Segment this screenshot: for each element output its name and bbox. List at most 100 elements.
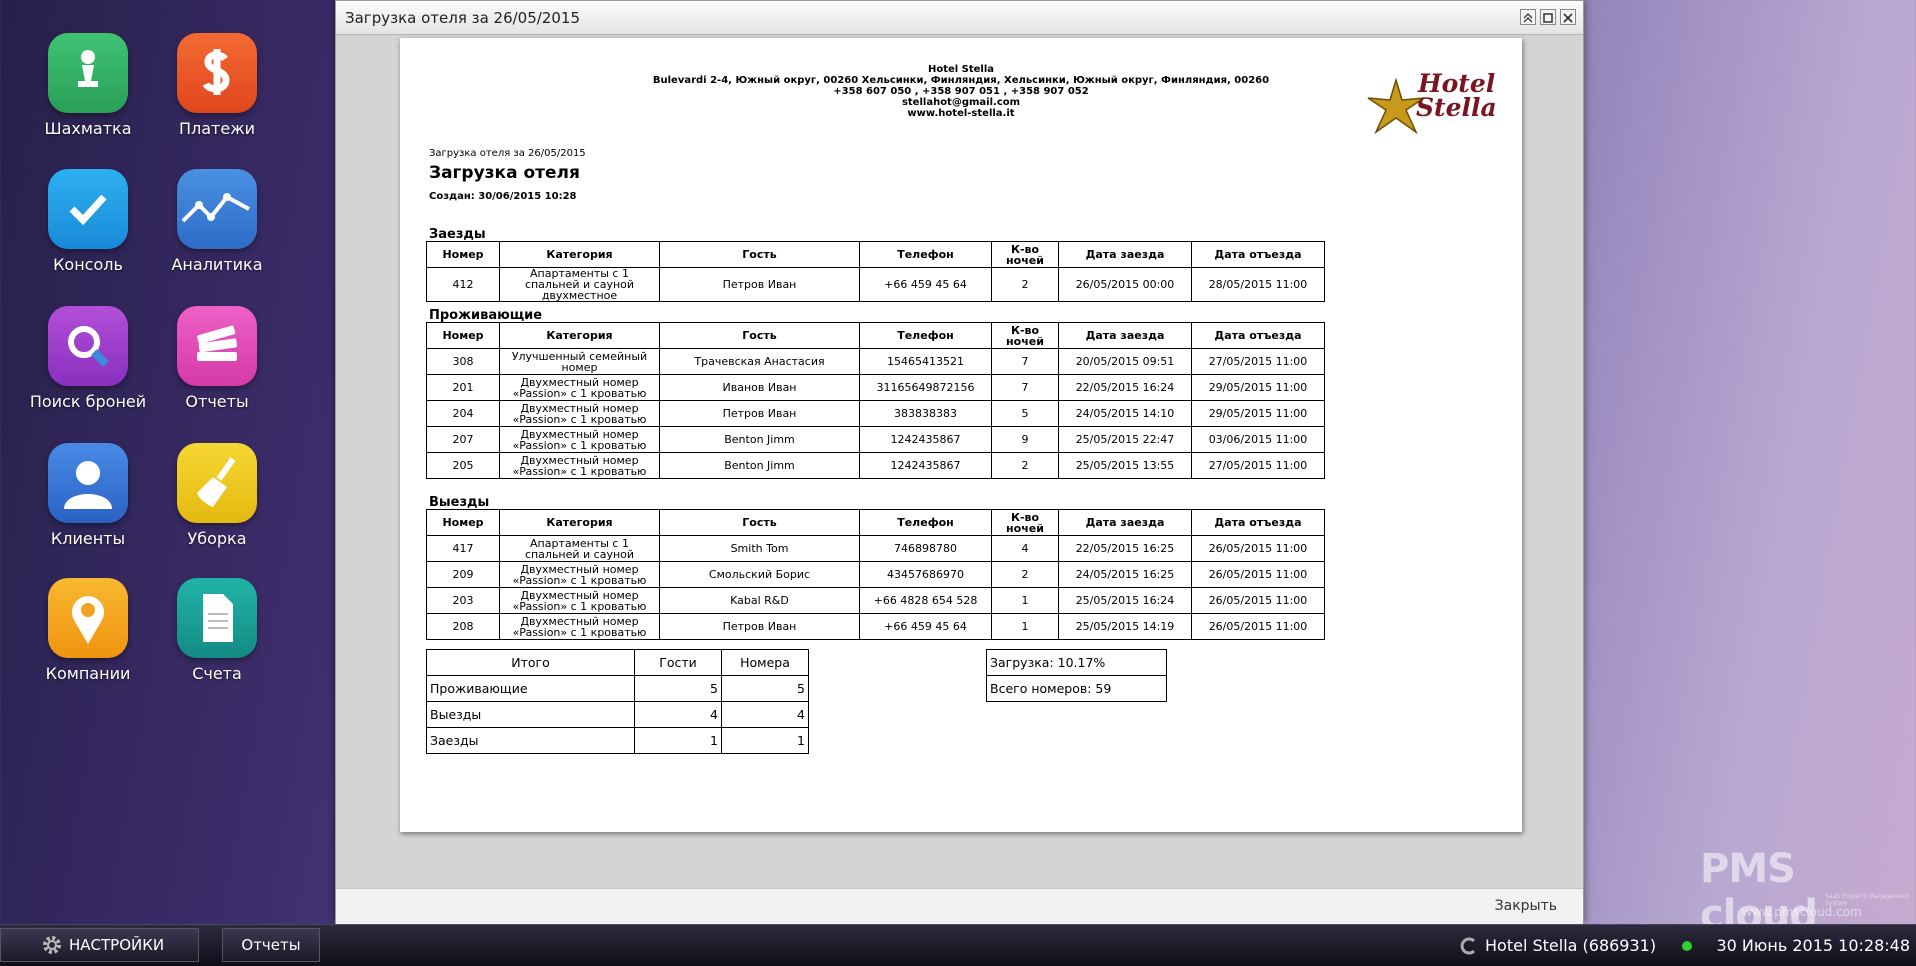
icon-glyph bbox=[72, 596, 104, 644]
taskbar-tab[interactable]: Отчеты bbox=[222, 928, 320, 962]
column-header: Телефон bbox=[859, 509, 992, 536]
app-icon[interactable] bbox=[48, 306, 128, 386]
clock: 30 Июнь 2015 10:28:48 bbox=[1716, 936, 1910, 955]
cell: 24/05/2015 14:10 bbox=[1058, 400, 1192, 427]
cell: Двухместный номер «Passion» с 1 кроватью bbox=[499, 400, 660, 427]
cell: Kabal R&D bbox=[659, 587, 860, 614]
cell: 26/05/2015 00:00 bbox=[1058, 267, 1192, 302]
hotel-icon bbox=[1460, 937, 1476, 955]
app-icon[interactable] bbox=[48, 33, 128, 113]
close-x-button[interactable] bbox=[1560, 9, 1576, 25]
cell: 203 bbox=[426, 587, 500, 614]
section-table: Номер Категория Гость Телефон К-во ночей Дата… bbox=[426, 241, 1325, 302]
cell: 26/05/2015 11:00 bbox=[1191, 561, 1325, 588]
cell: Smith Tom bbox=[659, 535, 860, 562]
cell: Benton Jimm bbox=[659, 452, 860, 479]
app-icon[interactable] bbox=[48, 578, 128, 658]
app-icon[interactable] bbox=[177, 33, 257, 113]
app-icon[interactable] bbox=[177, 443, 257, 523]
hotel-email: stellahot@gmail.com bbox=[901, 97, 1021, 108]
column-header: Номер bbox=[426, 322, 500, 349]
icon-glyph bbox=[69, 194, 107, 226]
cell: 27/05/2015 11:00 bbox=[1191, 348, 1325, 375]
column-header: Дата заезда bbox=[1058, 322, 1192, 349]
column-header: Дата отъезда bbox=[1191, 322, 1325, 349]
stat: Загрузка: 10.17% bbox=[986, 649, 1167, 676]
maximize-button[interactable] bbox=[1540, 9, 1556, 25]
stats-table: Загрузка: 10.17% Всего номеров: 59 bbox=[986, 649, 1167, 702]
cell: 1 bbox=[721, 727, 809, 754]
logo-star bbox=[1367, 78, 1425, 135]
cell: 1242435867 bbox=[859, 452, 992, 479]
header-row: Номер Категория Гость Телефон К-во ночей Дата… bbox=[426, 509, 1325, 536]
app-icon[interactable] bbox=[177, 578, 257, 658]
collapse-button[interactable] bbox=[1520, 9, 1536, 25]
taskbar: НАСТРОЙКИ Отчеты Hotel Stella (686931) 3… bbox=[0, 924, 1916, 966]
hotel-account[interactable]: Hotel Stella (686931) bbox=[1485, 936, 1657, 955]
watermark-tagline: SaaS Property Management System bbox=[1825, 893, 1909, 907]
cell: 205 bbox=[426, 452, 500, 479]
cell: Петров Иван bbox=[659, 400, 860, 427]
window-title: Загрузка отеля за 26/05/2015 bbox=[345, 9, 580, 27]
app-icon-label: Платежи bbox=[178, 119, 256, 138]
column-header: Итого bbox=[426, 649, 635, 676]
cell: 207 bbox=[426, 426, 500, 453]
cell: 2 bbox=[991, 267, 1059, 302]
icon-glyph bbox=[203, 594, 233, 642]
cell: Benton Jimm bbox=[659, 426, 860, 453]
app-icon-label: Компании bbox=[45, 664, 131, 683]
report-subtitle: Загрузка отеля за 26/05/2015 bbox=[429, 148, 586, 159]
hotel-name: Hotel Stella bbox=[927, 64, 995, 75]
cell: 417 bbox=[426, 535, 500, 562]
summary-table: Итого Гости Номера Проживающие 5 5 Выезды 4 4 Зае… bbox=[426, 649, 809, 754]
app-icon-label: Уборка bbox=[187, 529, 247, 548]
cell: 5 bbox=[991, 400, 1059, 427]
cell: Двухместный номер «Passion» с 1 кроватью bbox=[499, 613, 660, 640]
report-created: Создан: 30/06/2015 10:28 bbox=[429, 191, 577, 202]
logo-line: Stella bbox=[1416, 93, 1497, 122]
column-header: Дата отъезда bbox=[1191, 241, 1325, 268]
window-titlebar: Загрузка отеля за 26/05/2015 bbox=[336, 1, 1583, 35]
close-button[interactable]: Закрыть bbox=[1494, 898, 1557, 914]
cell: Петров Иван bbox=[659, 267, 860, 302]
booking-row: 208 Двухместный номер «Passion» с 1 крова… bbox=[426, 613, 1325, 640]
cell: Апартаменты с 1 спальней и сауной двухме… bbox=[499, 267, 660, 302]
section-table: Номер Категория Гость Телефон К-во ночей Дата… bbox=[426, 509, 1325, 640]
cell: Двухместный номер «Passion» с 1 кроватью bbox=[499, 452, 660, 479]
cell: Улучшенный семейный номер bbox=[499, 348, 660, 375]
cell: 1 bbox=[991, 613, 1059, 640]
column-header: Гость bbox=[659, 241, 860, 268]
app-icon[interactable] bbox=[177, 169, 257, 249]
cell: 26/05/2015 11:00 bbox=[1191, 535, 1325, 562]
app-icon-label: Поиск броней bbox=[29, 392, 147, 411]
app-icon[interactable] bbox=[177, 306, 257, 386]
hotel-phones: +358 607 050 , +358 907 051 , +358 907 0… bbox=[833, 86, 1089, 97]
cell: 29/05/2015 11:00 bbox=[1191, 374, 1325, 401]
watermark-brand: PMS cloud bbox=[1700, 846, 1818, 938]
cell: 22/05/2015 16:25 bbox=[1058, 535, 1192, 562]
cell: 5 bbox=[721, 675, 809, 702]
column-header: Дата заезда bbox=[1058, 241, 1192, 268]
cell: 308 bbox=[426, 348, 500, 375]
booking-row: 201 Двухместный номер «Passion» с 1 крова… bbox=[426, 374, 1325, 401]
column-header: Дата отъезда bbox=[1191, 509, 1325, 536]
cell: 29/05/2015 11:00 bbox=[1191, 400, 1325, 427]
cell: 31165649872156 bbox=[859, 374, 992, 401]
app-icon[interactable] bbox=[48, 169, 128, 249]
header-row: Номер Категория Гость Телефон К-во ночей Дата… bbox=[426, 241, 1325, 268]
booking-row: 209 Двухместный номер «Passion» с 1 крова… bbox=[426, 561, 1325, 588]
column-header: Дата заезда bbox=[1058, 509, 1192, 536]
icon-glyph bbox=[197, 457, 236, 507]
app-icon[interactable] bbox=[48, 443, 128, 523]
section-title: Проживающие bbox=[429, 308, 543, 323]
column-header: Номера bbox=[721, 649, 809, 676]
cell: 1 bbox=[634, 727, 722, 754]
column-header: Номер bbox=[426, 509, 500, 536]
cell: 412 bbox=[426, 267, 500, 302]
cell: Двухместный номер «Passion» с 1 кроватью bbox=[499, 374, 660, 401]
window-footer: Закрыть bbox=[336, 888, 1583, 924]
settings-button[interactable]: НАСТРОЙКИ bbox=[0, 928, 199, 962]
cell: +66 4828 654 528 bbox=[859, 587, 992, 614]
cell: 746898780 bbox=[859, 535, 992, 562]
